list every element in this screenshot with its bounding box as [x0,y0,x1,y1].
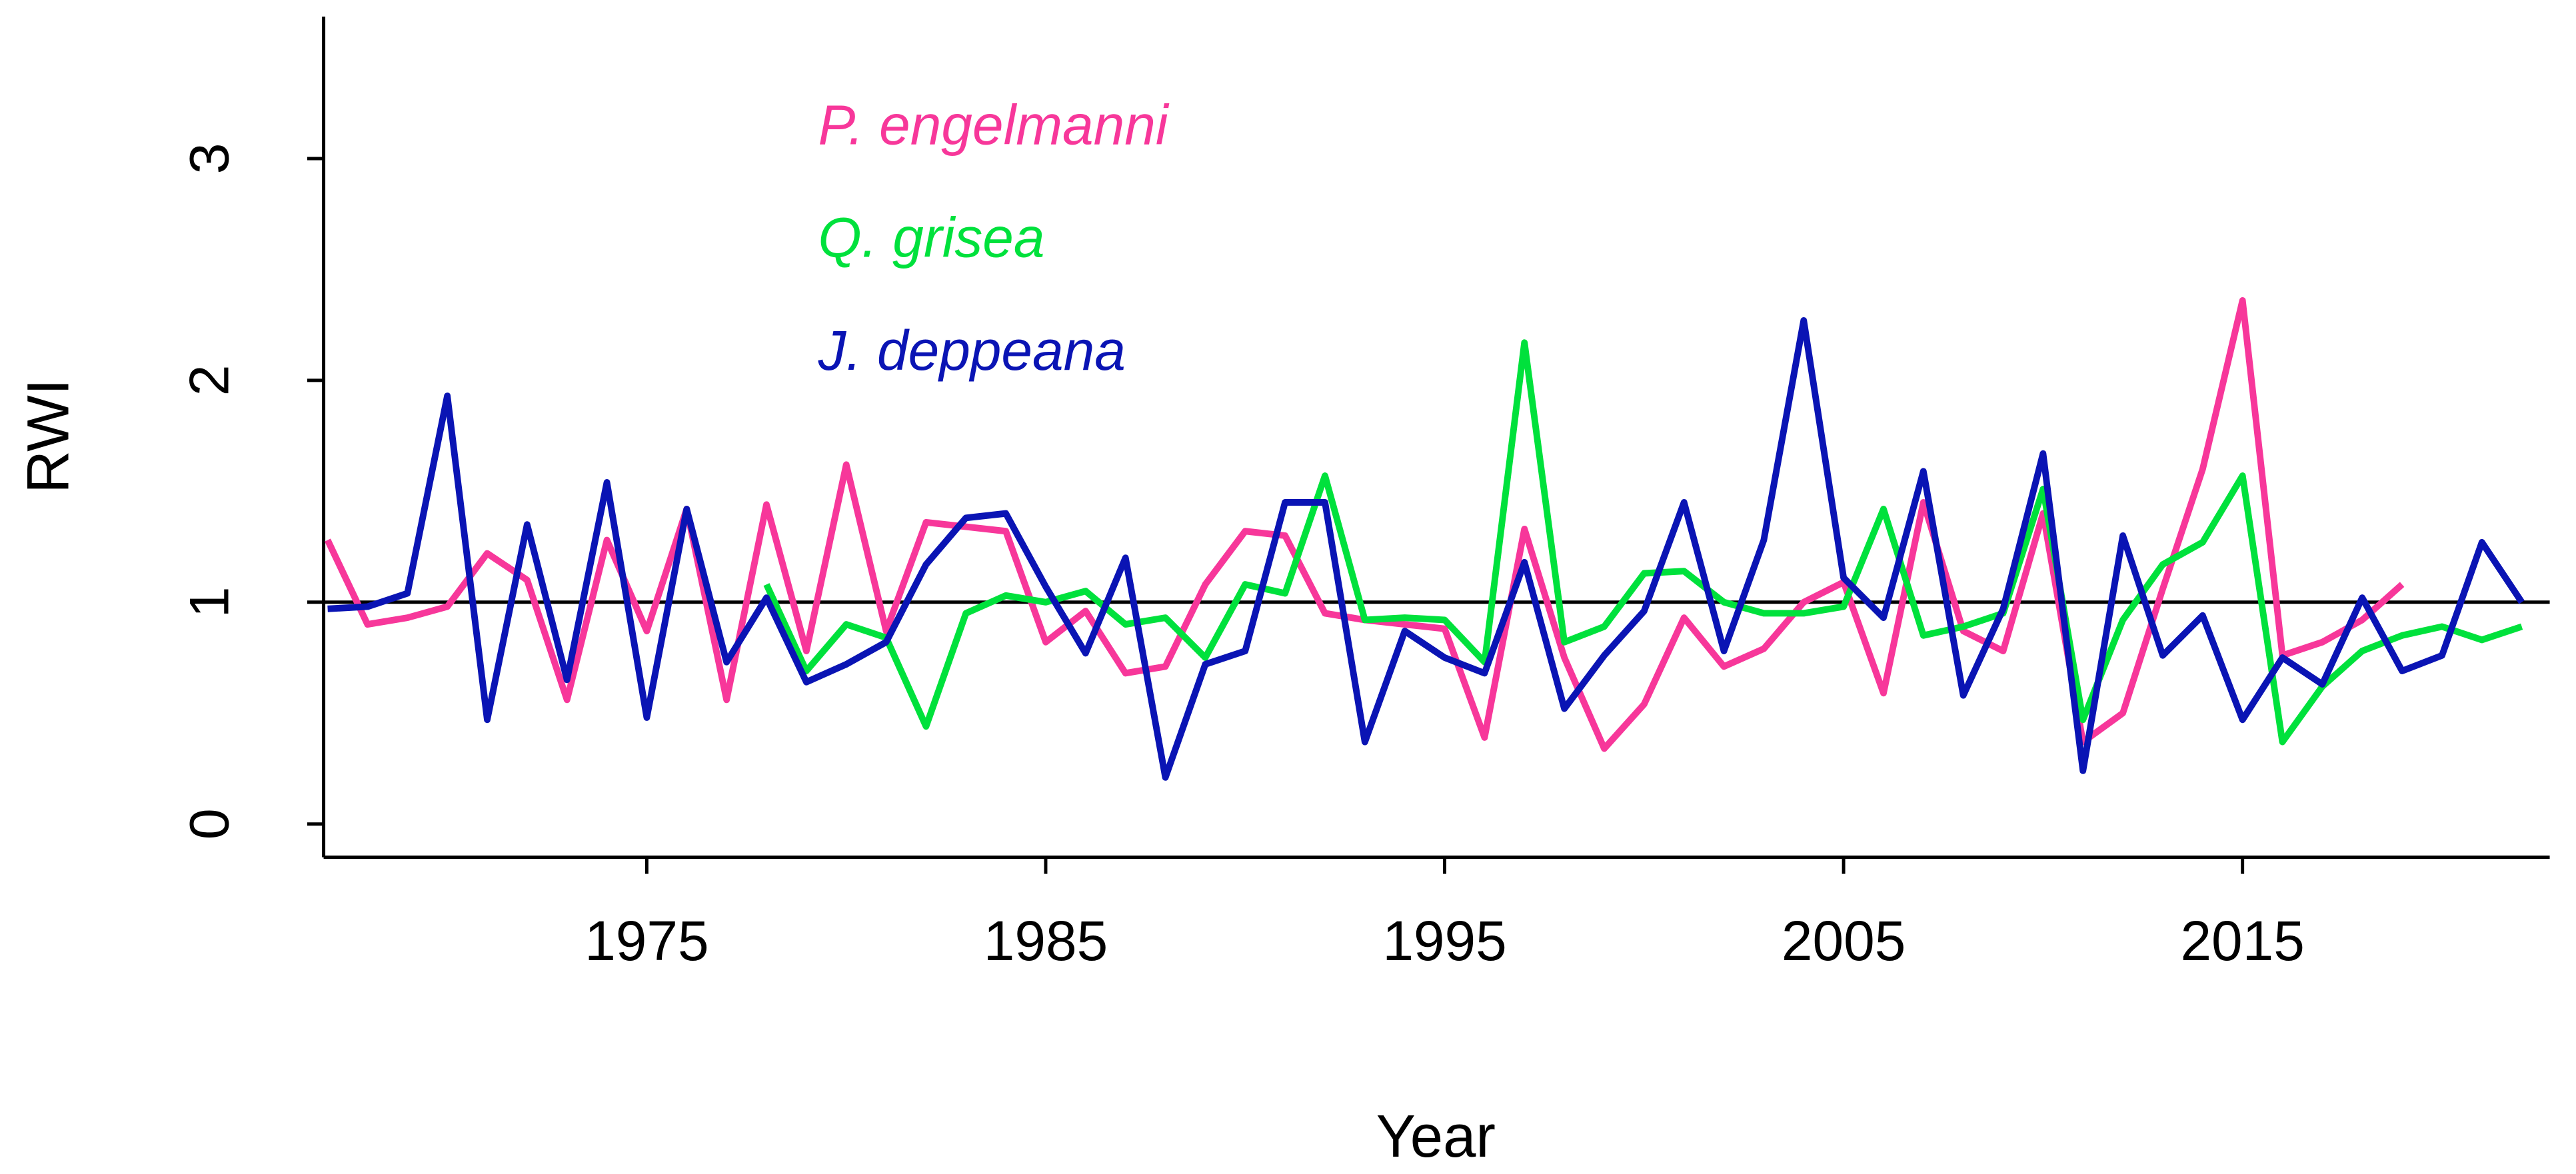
legend-label: J. deppeana [818,319,1126,382]
x-tick-label: 2005 [1782,909,1906,972]
legend-label: P. engelmanni [818,93,1170,156]
x-tick-label: 1995 [1382,909,1506,972]
x-tick-label: 1985 [984,909,1108,972]
x-axis-label: Year [1376,1102,1496,1169]
series-line [763,339,2523,746]
x-tick-label: 1975 [585,909,708,972]
series-line [327,317,2525,781]
y-tick-label: 0 [178,808,241,840]
x-tick-label: 2015 [2180,909,2304,972]
y-axis-label: RWI [15,378,81,494]
y-tick-label: 3 [178,143,241,174]
legend-label: Q. grisea [818,206,1045,269]
y-tick-label: 1 [178,586,241,618]
y-tick-label: 2 [178,364,241,396]
